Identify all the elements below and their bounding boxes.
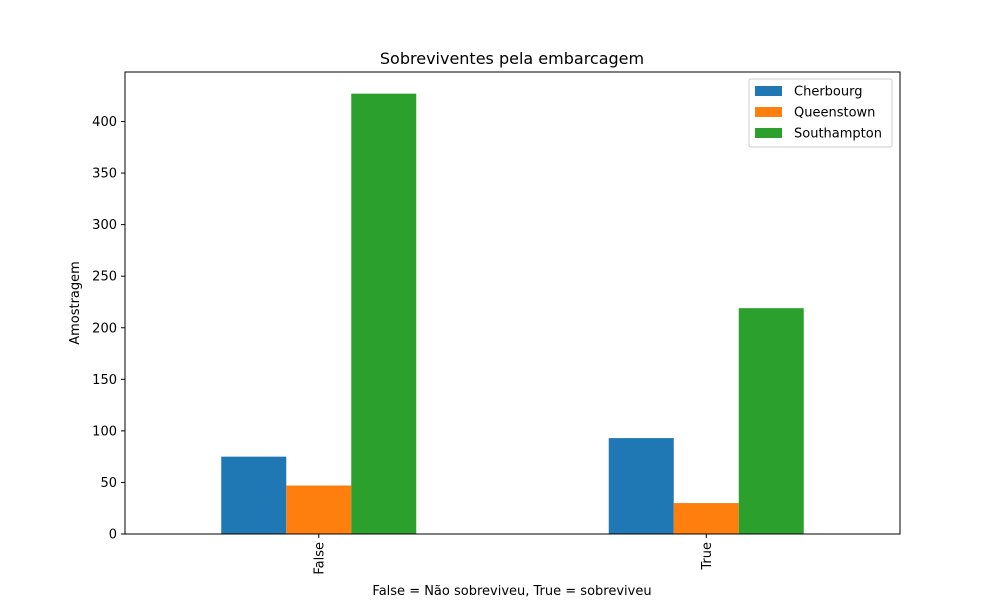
y-tick-label: 150 [92, 373, 117, 388]
bar-southampton-false [351, 93, 417, 534]
x-axis: False True [312, 534, 715, 575]
y-tick-label: 250 [92, 270, 117, 285]
bar-southampton-true [738, 308, 804, 534]
y-tick-label: 350 [92, 167, 117, 182]
legend-box [748, 78, 893, 148]
legend-label-southampton: Southampton [794, 127, 882, 142]
y-tick-label: 50 [100, 476, 117, 491]
plot-frame [124, 71, 901, 535]
y-tick-label: 100 [92, 424, 117, 439]
legend-swatch-queenstown [755, 107, 782, 117]
y-tick-label: 300 [92, 218, 117, 233]
legend-swatch-southampton [755, 128, 782, 138]
y-tick-label: 200 [92, 321, 117, 336]
y-tick-label: 0 [109, 528, 117, 543]
bar-cherbourg-false [221, 456, 287, 534]
legend-label-cherbourg: Cherbourg [794, 85, 862, 100]
x-tick-label: True [700, 542, 715, 571]
y-tick-label: 400 [92, 115, 117, 130]
legend-swatch-cherbourg [755, 86, 782, 96]
legend-label-queenstown: Queenstown [794, 106, 875, 121]
x-axis-label: False = Não sobreviveu, True = sobrevive… [372, 584, 651, 599]
bar-queenstown-true [673, 503, 739, 534]
bar-cherbourg-true [608, 438, 674, 534]
y-axis-label: Amostragem [68, 261, 83, 345]
bars-group [221, 93, 804, 534]
legend: Cherbourg Queenstown Southampton [748, 78, 893, 148]
y-axis: 0 50 100 150 200 250 300 350 400 [92, 115, 125, 543]
chart-title: Sobreviventes pela embarcagem [380, 49, 644, 68]
bar-queenstown-false [286, 485, 352, 534]
x-tick-label: False [312, 542, 327, 575]
